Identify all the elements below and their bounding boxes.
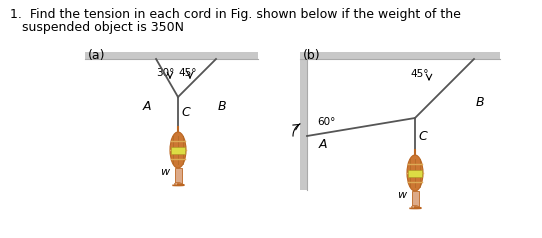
Bar xyxy=(171,147,185,154)
Text: C: C xyxy=(181,105,190,119)
Text: (a): (a) xyxy=(88,49,106,61)
Text: 1.  Find the tension in each cord in Fig. shown below if the weight of the: 1. Find the tension in each cord in Fig.… xyxy=(10,8,461,21)
Text: (b): (b) xyxy=(303,49,321,61)
Ellipse shape xyxy=(175,183,182,185)
Text: A: A xyxy=(143,100,151,113)
Bar xyxy=(85,52,258,59)
Text: C: C xyxy=(418,129,427,143)
Ellipse shape xyxy=(411,205,418,208)
Bar xyxy=(411,191,418,207)
Text: 45°: 45° xyxy=(179,68,197,78)
Bar xyxy=(408,169,422,177)
Text: w: w xyxy=(160,167,169,177)
Text: 60°: 60° xyxy=(317,117,335,127)
Text: B: B xyxy=(476,96,485,109)
Ellipse shape xyxy=(407,155,423,191)
Text: A: A xyxy=(319,138,327,150)
Text: B: B xyxy=(218,100,227,113)
Ellipse shape xyxy=(170,132,186,168)
Text: suspended object is 350N: suspended object is 350N xyxy=(22,21,184,34)
Text: w: w xyxy=(397,190,406,200)
Bar xyxy=(175,168,182,184)
Text: 45°: 45° xyxy=(411,69,429,79)
Bar xyxy=(300,52,500,59)
Bar xyxy=(300,52,307,190)
Text: 30°: 30° xyxy=(156,68,174,78)
